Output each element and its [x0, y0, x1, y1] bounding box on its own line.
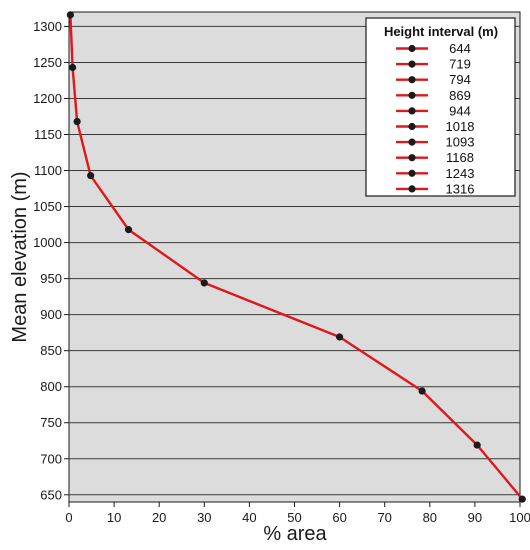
y-tick-label-1200: 1200: [33, 91, 62, 106]
y-tick-label-1150: 1150: [34, 127, 62, 142]
data-point-4: [200, 279, 208, 287]
legend-marker-2: [408, 76, 416, 84]
y-tick-label-1050: 1050: [33, 199, 62, 214]
legend-marker-5: [408, 122, 416, 131]
legend-marker-9: [408, 185, 416, 193]
legend-marker-7: [408, 154, 416, 162]
legend-label-4: 944: [449, 103, 471, 118]
y-tick-label-900: 900: [40, 307, 62, 322]
legend-label-8: 1243: [446, 166, 475, 181]
legend-marker-8: [408, 169, 416, 177]
data-point-3: [336, 333, 344, 341]
x-tick-label-0: 0: [65, 510, 72, 525]
x-tick-label-90: 90: [468, 510, 482, 525]
data-point-6: [87, 171, 95, 180]
y-tick-label-800: 800: [40, 379, 62, 394]
legend-label-5: 1018: [446, 119, 475, 134]
data-point-8: [69, 63, 77, 72]
y-axis: 650 700 750 800 850 900 950 1000 1050 1100 1150 120…: [33, 19, 69, 502]
legend-label-7: 1168: [446, 150, 474, 165]
data-point-7: [73, 117, 81, 126]
x-tick-label-50: 50: [287, 510, 301, 525]
legend-label-1: 719: [449, 57, 471, 72]
y-tick-label-700: 700: [40, 451, 62, 466]
y-tick-label-750: 750: [40, 415, 62, 430]
legend-marker-6: [408, 138, 416, 146]
y-tick-label-850: 850: [40, 343, 62, 358]
y-tick-label-1100: 1100: [34, 163, 62, 178]
x-axis-title: % area: [263, 523, 327, 545]
legend-title: Height interval (m): [384, 24, 498, 39]
legend-box: [365, 17, 516, 197]
x-tick-label-80: 80: [423, 510, 437, 525]
x-tick-label-100: 100: [509, 510, 530, 525]
x-tick-label-10: 10: [107, 510, 121, 525]
legend-marker-1: [408, 60, 416, 68]
x-axis: 0 10 20 30 40 50 60 70 80 90 100: [65, 502, 530, 525]
legend-label-9: 1316: [446, 181, 475, 196]
legend-marker-0: [408, 44, 416, 53]
x-tick-label-30: 30: [197, 510, 211, 525]
series-line-0: [69, 14, 524, 500]
y-axis-title: Mean elevation (m): [9, 171, 31, 342]
legend-label-2: 794: [449, 72, 471, 87]
legend-marker-4: [408, 107, 416, 115]
data-point-1: [473, 441, 481, 449]
legend-label-0: 644: [449, 41, 471, 56]
legend-marker-3: [408, 91, 416, 99]
y-tick-label-1300: 1300: [33, 19, 62, 34]
y-tick-label-950: 950: [40, 271, 62, 286]
data-point-9: [66, 11, 74, 19]
data-point-5: [124, 226, 133, 234]
y-tick-label-1000: 1000: [33, 235, 62, 250]
x-tick-label-70: 70: [377, 510, 391, 525]
y-tick-label-650: 650: [40, 487, 62, 502]
data-point-2: [418, 387, 426, 395]
x-tick-label-40: 40: [242, 510, 256, 525]
legend: Height interval (m) 64471979486994410181…: [365, 17, 516, 197]
y-tick-label-1250: 1250: [33, 55, 62, 70]
x-tick-label-20: 20: [152, 510, 166, 525]
grid-lines: [69, 25, 520, 496]
legend-label-6: 1093: [446, 135, 475, 150]
x-tick-label-60: 60: [332, 510, 346, 525]
series-layer: [66, 11, 526, 503]
legend-label-3: 869: [449, 88, 471, 103]
data-point-0: [518, 495, 526, 503]
